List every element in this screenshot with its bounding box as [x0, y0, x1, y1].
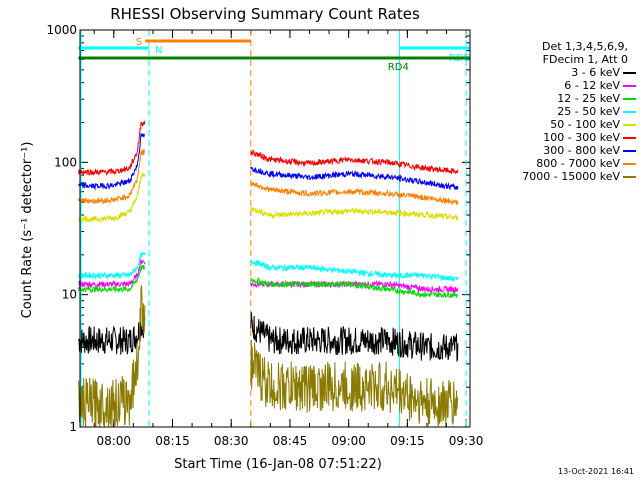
annotation-label: N — [155, 45, 162, 56]
legend-swatch — [623, 124, 636, 126]
legend-swatch — [623, 163, 636, 165]
legend-item-label: 800 - 7000 keV — [536, 157, 620, 170]
series-line-4-seg0 — [78, 172, 146, 224]
annotation-label: S — [136, 37, 142, 48]
legend-item: 300 - 800 keV — [478, 144, 638, 157]
series-line-4-seg1 — [250, 206, 459, 221]
series-line-8-seg1 — [250, 339, 459, 428]
series-line-5-seg1 — [250, 148, 459, 175]
x-tick-label: 09:30 — [449, 434, 484, 448]
legend: Det 1,3,4,5,6,9, FDecim 1, Att 0 3 - 6 k… — [478, 40, 638, 183]
legend-swatch — [623, 111, 636, 113]
series-line-1-seg0 — [78, 258, 146, 289]
series-line-0-seg0 — [78, 316, 146, 355]
timestamp-stamp: 13-Oct-2021 16:41 — [558, 467, 634, 476]
x-axis-label: Start Time (16-Jan-08 07:51:22) — [174, 457, 382, 472]
legend-detector-line: Det 1,3,4,5,6,9, — [541, 40, 628, 53]
series-line-3-seg0 — [78, 252, 146, 280]
series-line-2-seg0 — [78, 265, 146, 294]
legend-items: 3 - 6 keV 6 - 12 keV 12 - 25 keV 25 - 50 ke… — [478, 66, 638, 183]
series-line-2-seg1 — [250, 276, 459, 299]
y-axis-label: Count Rate (s⁻¹ detector⁻¹) — [20, 142, 35, 319]
legend-item-label: 100 - 300 keV — [543, 131, 620, 144]
x-tick-label: 08:30 — [214, 434, 249, 448]
series-line-7-seg1 — [250, 181, 459, 206]
legend-item-label: 12 - 25 keV — [557, 92, 620, 105]
legend-item: 25 - 50 keV — [478, 105, 638, 118]
x-tick-label: 08:45 — [273, 434, 308, 448]
chart-title: RHESSI Observing Summary Count Rates — [110, 5, 420, 23]
legend-item: 3 - 6 keV — [478, 66, 638, 79]
legend-item-label: 6 - 12 keV — [564, 79, 620, 92]
legend-swatch — [623, 137, 636, 139]
series-line-8-seg0 — [78, 285, 146, 428]
series-line-6-seg1 — [250, 166, 459, 191]
x-tick-label: 08:15 — [155, 434, 190, 448]
legend-item: 50 - 100 keV — [478, 118, 638, 131]
legend-item: 100 - 300 keV — [478, 131, 638, 144]
series-line-7-seg0 — [78, 148, 146, 205]
legend-decim-line: FDecim 1, Att 0 — [542, 53, 628, 66]
y-tick-label: 100 — [54, 155, 77, 169]
legend-swatch — [623, 85, 636, 87]
series-line-3-seg1 — [250, 259, 459, 283]
x-tick-label: 09:00 — [331, 434, 366, 448]
legend-item: 800 - 7000 keV — [478, 157, 638, 170]
series-line-6-seg0 — [78, 132, 145, 191]
legend-item-label: 7000 - 15000 keV — [522, 170, 620, 183]
plot-frame — [79, 29, 471, 428]
legend-swatch — [623, 72, 636, 74]
legend-item-label: 50 - 100 keV — [550, 118, 620, 131]
y-tick-label: 1 — [69, 420, 77, 434]
legend-swatch — [623, 176, 636, 178]
legend-item-label: 300 - 800 keV — [543, 144, 620, 157]
x-tick-label: 08:00 — [96, 434, 131, 448]
y-tick-label: 10 — [62, 288, 77, 302]
legend-item-label: 25 - 50 keV — [557, 105, 620, 118]
legend-item: 12 - 25 keV — [478, 92, 638, 105]
legend-item-label: 3 - 6 keV — [571, 66, 620, 79]
annotation-label: RD4 — [388, 62, 409, 73]
y-tick-label: 1000 — [46, 23, 77, 37]
series-line-0-seg1 — [250, 312, 459, 362]
series-line-5-seg0 — [78, 120, 146, 177]
legend-swatch — [623, 150, 636, 152]
legend-item: 6 - 12 keV — [478, 79, 638, 92]
legend-item: 7000 - 15000 keV — [478, 170, 638, 183]
x-tick-label: 09:15 — [390, 434, 425, 448]
legend-swatch — [623, 98, 636, 100]
